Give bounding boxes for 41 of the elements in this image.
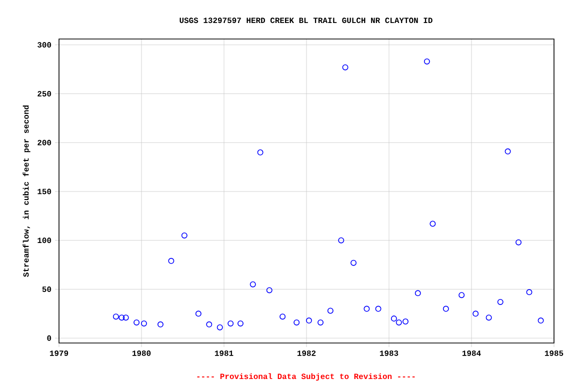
point [228, 320, 234, 326]
point [414, 290, 421, 296]
point [118, 314, 125, 321]
point [538, 318, 544, 324]
point [206, 321, 212, 328]
point [390, 316, 397, 322]
point [458, 292, 465, 298]
point [375, 306, 382, 312]
point [195, 310, 202, 317]
point [516, 239, 522, 246]
point [280, 314, 286, 320]
point [294, 319, 300, 326]
point [442, 306, 449, 312]
point [402, 318, 408, 324]
point [140, 320, 147, 326]
point [181, 232, 188, 238]
point [168, 258, 174, 264]
point [157, 321, 164, 328]
point [430, 220, 436, 227]
point [342, 64, 348, 70]
point [216, 324, 223, 330]
point [486, 314, 492, 321]
point [306, 318, 312, 324]
point [266, 287, 272, 294]
point [472, 310, 479, 317]
point [526, 289, 532, 296]
point [112, 314, 119, 320]
point [350, 260, 357, 266]
point [424, 58, 430, 64]
point [327, 308, 334, 314]
point [338, 237, 344, 244]
point [122, 314, 129, 321]
point [318, 319, 324, 326]
point [250, 281, 256, 288]
point [238, 320, 244, 326]
point [257, 149, 264, 156]
point [364, 306, 370, 312]
point [396, 319, 402, 326]
point [497, 298, 504, 305]
point [504, 148, 511, 154]
point [134, 319, 140, 326]
